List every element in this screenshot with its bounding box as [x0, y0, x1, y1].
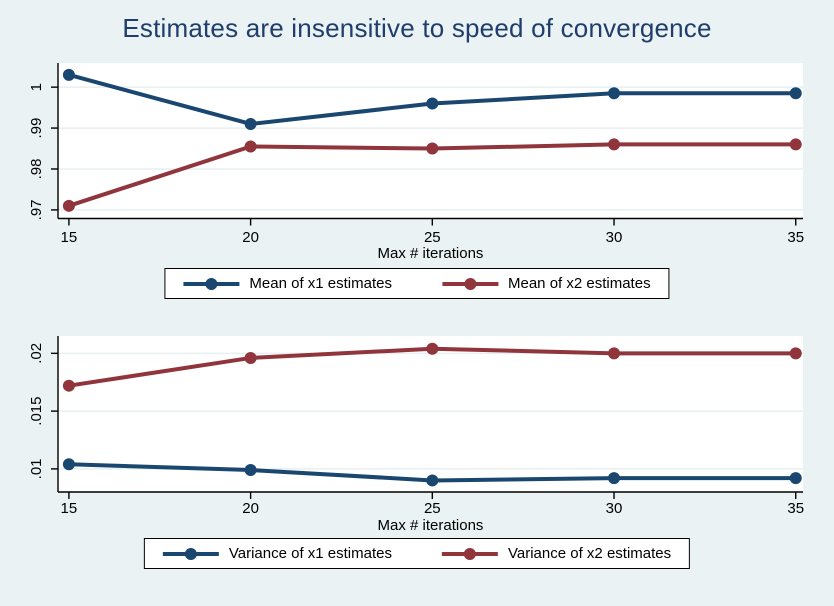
data-point [244, 140, 257, 153]
data-point [608, 87, 621, 100]
x-tick-label: 25 [424, 229, 441, 246]
data-point [608, 472, 621, 485]
y-tick-label: .02 [28, 343, 45, 364]
x-axis-title: Max # iterations [378, 245, 484, 262]
legend-label: Variance of x1 estimates [228, 545, 392, 562]
y-tick-label: 1 [28, 83, 45, 91]
chart-title: Estimates are insensitive to speed of co… [122, 13, 712, 43]
legend-dot [205, 277, 218, 290]
line-marker-icon [162, 547, 219, 560]
line-marker-icon [442, 277, 498, 290]
data-point [244, 351, 257, 364]
data-point [244, 464, 257, 477]
data-point [62, 379, 75, 392]
x-tick-label: 30 [606, 500, 623, 517]
x-tick-label: 35 [787, 229, 804, 246]
x-tick-label: 20 [242, 229, 259, 246]
data-point [244, 117, 257, 130]
data-point [789, 472, 802, 485]
x-tick-label: 15 [61, 500, 78, 517]
legend-label: Mean of x2 estimates [508, 275, 651, 292]
x-tick-label: 25 [424, 500, 441, 517]
x-axis-title: Max # iterations [378, 517, 484, 534]
data-point [426, 142, 439, 155]
x-tick-label: 20 [242, 500, 259, 517]
legend-entry-mean-x1: Mean of x1 estimates [183, 275, 392, 292]
legend-mean: Mean of x1 estimates Mean of x2 estimate… [164, 268, 670, 299]
data-point [426, 97, 439, 110]
x-tick-label: 35 [787, 500, 804, 517]
legend-dot [464, 547, 476, 560]
line-marker-icon [183, 277, 240, 290]
legend-dot [184, 547, 197, 560]
data-point [426, 342, 439, 355]
line-marker-icon [442, 547, 498, 560]
legend-entry-var-x1: Variance of x1 estimates [162, 545, 392, 562]
legend-variance: Variance of x1 estimates Variance of x2 … [143, 538, 691, 569]
data-point [789, 347, 802, 360]
y-tick-label: .97 [28, 199, 45, 220]
data-point [62, 458, 75, 471]
y-tick-label: .01 [28, 458, 45, 479]
data-point [789, 138, 802, 151]
data-point [608, 138, 621, 151]
y-tick-label: .99 [28, 118, 45, 139]
legend-label: Mean of x1 estimates [249, 275, 392, 292]
x-tick-label: 30 [606, 229, 623, 246]
plot-area [58, 63, 803, 219]
y-tick-label: .015 [28, 397, 45, 426]
data-point [426, 474, 439, 487]
data-point [789, 87, 802, 100]
x-tick-label: 15 [61, 229, 78, 246]
legend-dot [464, 277, 476, 290]
data-point [62, 68, 75, 81]
legend-label: Variance of x2 estimates [508, 545, 672, 562]
y-tick-label: .98 [28, 159, 45, 180]
data-point [62, 199, 75, 212]
data-point [608, 347, 621, 360]
legend-entry-var-x2: Variance of x2 estimates [442, 545, 671, 562]
legend-entry-mean-x2: Mean of x2 estimates [442, 275, 651, 292]
